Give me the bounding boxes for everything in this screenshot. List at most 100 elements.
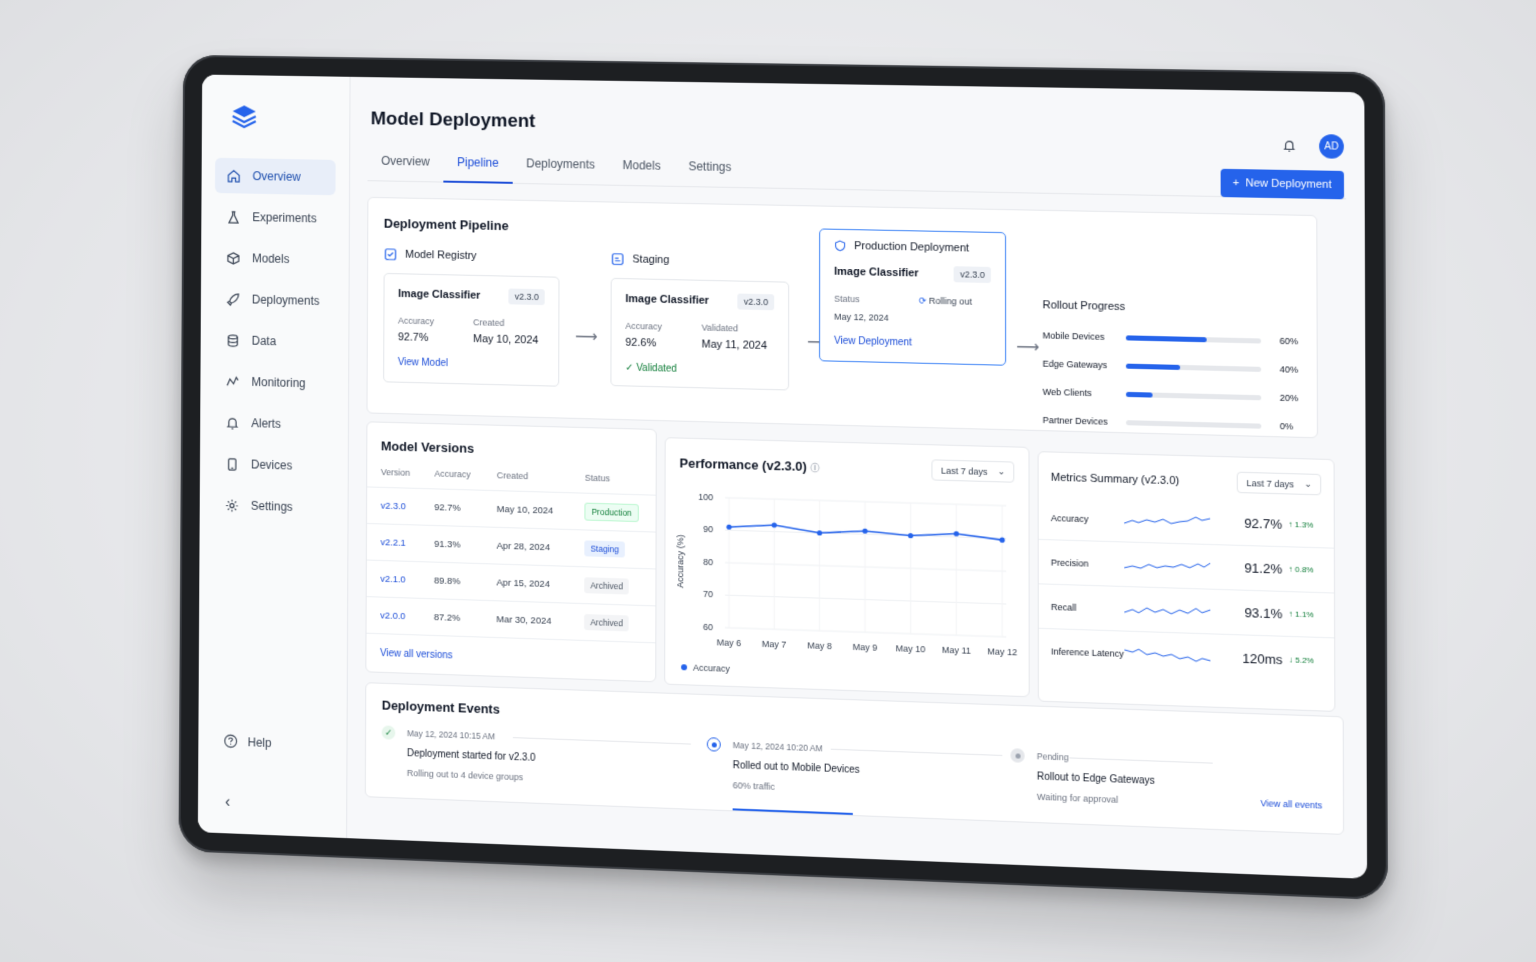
status-badge: Production	[585, 502, 639, 521]
stage-staging: Staging Image Classifier v2.3.0 Accuracy 9…	[610, 252, 789, 390]
created-cell: Apr 15, 2024	[483, 564, 571, 604]
view-all-events-link[interactable]: View all events	[1260, 798, 1322, 811]
sidebar-item-alerts[interactable]: Alerts	[214, 405, 335, 444]
data-point	[726, 524, 731, 529]
x-tick-label: May 11	[942, 645, 971, 656]
performance-title-text: Performance (v2.3.0)	[679, 455, 806, 473]
tab-pipeline[interactable]: Pipeline	[443, 149, 512, 184]
accuracy-value: 92.7%	[398, 331, 434, 344]
data-point	[954, 531, 959, 536]
event-time: May 12, 2024 10:15 AM	[407, 728, 495, 741]
event-subtitle: 60% traffic	[733, 780, 775, 792]
arrow-right-icon: ⟶	[575, 327, 598, 347]
sidebar-item-experiments[interactable]: Experiments	[215, 199, 336, 237]
table-row[interactable]: v2.0.0 87.2% Mar 30, 2024 Archived	[366, 597, 655, 643]
version-cell[interactable]: v2.0.0	[366, 597, 420, 635]
gridline	[725, 628, 1006, 637]
app-screen: Overview Experiments Models Deployments …	[198, 75, 1367, 879]
tablet-frame: Overview Experiments Models Deployments …	[178, 55, 1387, 900]
metric-name: Inference Latency	[1051, 646, 1124, 659]
view-all-versions-link[interactable]: View all versions	[380, 648, 453, 661]
data-point	[817, 530, 822, 535]
avatar[interactable]: AD	[1319, 134, 1344, 159]
rollout-pct: 0%	[1280, 421, 1293, 432]
event-title: Rollout to Edge Gateways	[1037, 771, 1155, 787]
status-badge: Archived	[584, 614, 629, 631]
metric-value: 92.7%	[1241, 515, 1282, 531]
notification-bell-icon[interactable]	[1282, 139, 1296, 153]
performance-range-select[interactable]: Last 7 days ⌄	[932, 459, 1014, 482]
event-subtitle: Waiting for approval	[1037, 792, 1118, 805]
metric-value: 120ms	[1241, 650, 1282, 667]
gear-icon	[225, 498, 240, 513]
database-icon	[226, 333, 241, 348]
range-label: Last 7 days	[1246, 478, 1293, 489]
y-axis-label: Accuracy (%)	[675, 534, 685, 588]
created-value: May 10, 2024	[473, 333, 538, 346]
status-badge: Archived	[584, 577, 629, 594]
flask-icon	[226, 209, 241, 224]
tab-settings[interactable]: Settings	[675, 153, 746, 188]
stage-model-registry: Model Registry Image Classifier v2.3.0 Ac…	[383, 247, 559, 386]
metric-name: Precision	[1051, 557, 1124, 569]
tab-models[interactable]: Models	[609, 152, 675, 187]
model-name: Image Classifier	[834, 266, 919, 280]
sidebar-item-settings[interactable]: Settings	[213, 487, 334, 526]
rolling-status: ⟳ Rolling out	[919, 296, 972, 325]
sparkline	[1124, 645, 1210, 666]
y-tick-label: 100	[698, 492, 713, 502]
versions-table: Version Accuracy Created Status v2.3.0 9…	[366, 467, 655, 644]
progress-bar	[1126, 335, 1261, 343]
event-subtitle: Rolling out to 4 device groups	[407, 768, 523, 782]
tab-deployments[interactable]: Deployments	[512, 150, 608, 185]
performance-chart: 100 90 80 70 60 May 6 May 7 May 8 May 9 May 10 May…	[665, 476, 1030, 678]
stage-label: Model Registry	[405, 249, 477, 262]
progress-bar	[1126, 363, 1261, 371]
collapse-sidebar-icon[interactable]: ‹	[225, 794, 230, 812]
shield-icon	[834, 240, 846, 252]
stage-production: Production Deployment Image Classifier v2…	[819, 228, 1006, 365]
rollout-pct: 20%	[1280, 393, 1299, 404]
column-header: Version	[367, 467, 421, 489]
x-tick-label: May 10	[896, 643, 926, 654]
x-tick-label: May 7	[762, 639, 786, 650]
sidebar-item-models[interactable]: Models	[214, 240, 335, 278]
metrics-range-select[interactable]: Last 7 days ⌄	[1237, 472, 1321, 496]
metric-name: Accuracy	[1051, 513, 1124, 525]
timeline-line	[1069, 757, 1212, 763]
validated-value: May 11, 2024	[702, 339, 767, 353]
tab-overview[interactable]: Overview	[368, 148, 444, 183]
sparkline	[1124, 600, 1210, 621]
version-cell[interactable]: v2.2.1	[367, 523, 421, 561]
gridline	[725, 595, 1006, 604]
view-deployment-link[interactable]: View Deployment	[834, 336, 912, 349]
status-cell: Archived	[570, 603, 655, 643]
deployment-date: May 12, 2024	[834, 312, 889, 323]
rollout-name: Partner Devices	[1043, 415, 1126, 427]
main-content: Model Deployment Overview Pipeline Deplo…	[347, 77, 1367, 879]
sidebar-item-monitoring[interactable]: Monitoring	[214, 363, 335, 401]
range-label: Last 7 days	[941, 465, 987, 476]
sidebar-item-devices[interactable]: Devices	[213, 446, 334, 485]
event-title: Deployment started for v2.3.0	[407, 748, 536, 764]
created-cell: Apr 28, 2024	[483, 527, 571, 566]
progress-fill	[1126, 363, 1180, 369]
view-model-link[interactable]: View Model	[398, 357, 448, 369]
staging-card: Image Classifier v2.3.0 Accuracy 92.6% Val…	[610, 278, 789, 391]
progress-indicator	[733, 808, 853, 815]
sidebar-item-label: Devices	[251, 458, 292, 473]
legend-dot	[681, 664, 687, 670]
version-cell[interactable]: v2.1.0	[367, 560, 421, 598]
help-link[interactable]: Help	[223, 733, 271, 750]
sidebar-nav: Overview Experiments Models Deployments …	[200, 158, 350, 527]
progress-fill	[1126, 335, 1207, 342]
status-cell: Staging	[571, 530, 656, 569]
new-deployment-button[interactable]: + New Deployment	[1220, 169, 1344, 200]
version-cell[interactable]: v2.3.0	[367, 487, 421, 525]
sidebar-item-overview[interactable]: Overview	[215, 158, 336, 195]
accuracy-cell: 91.3%	[420, 525, 482, 564]
sidebar-item-label: Models	[252, 251, 289, 266]
rollout-pct: 60%	[1280, 336, 1299, 347]
sidebar-item-data[interactable]: Data	[214, 322, 335, 360]
sidebar-item-deployments[interactable]: Deployments	[214, 281, 335, 319]
